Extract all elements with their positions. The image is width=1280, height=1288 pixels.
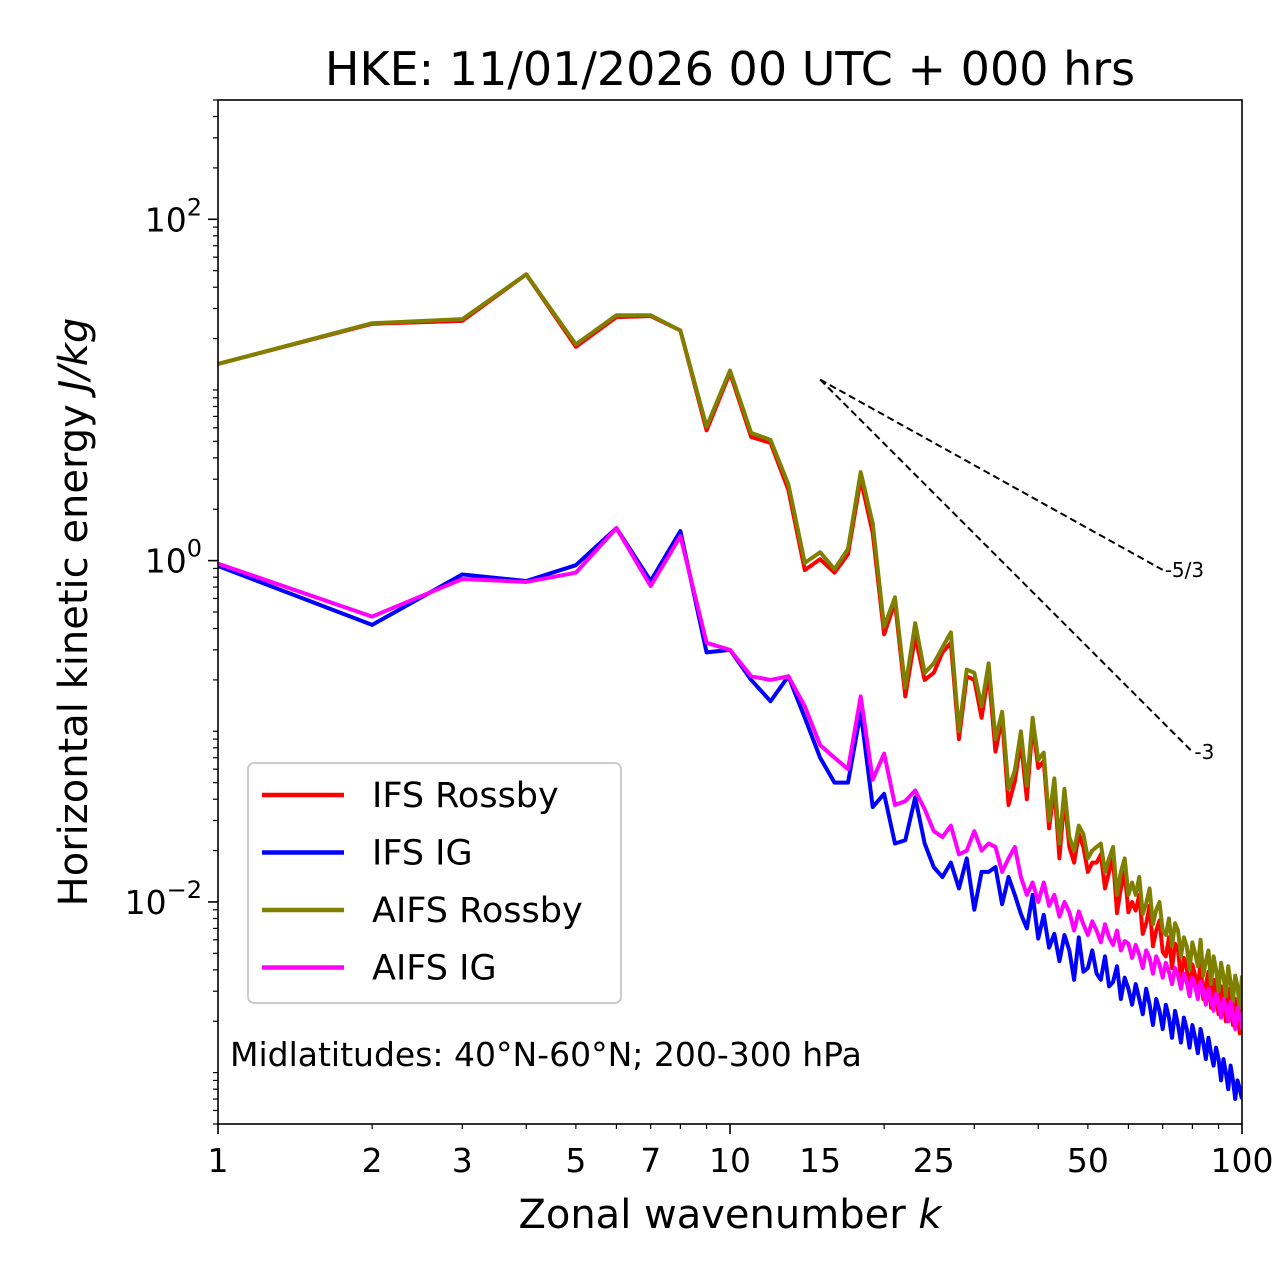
- series-line-aifs-rossby: [218, 272, 1242, 1010]
- series-line-aifs-ig: [218, 526, 1242, 1032]
- legend-label-aifs-ig: AIFS IG: [372, 949, 497, 989]
- legend-label-ifs-ig: IFS IG: [372, 834, 473, 874]
- legend-label-ifs-rossby: IFS Rossby: [372, 776, 559, 816]
- y-axis: 102 100 10−2: [125, 99, 218, 1125]
- x-tick-label: 2: [362, 1141, 383, 1180]
- y-tick-label: 102: [145, 193, 202, 239]
- reference-line-label-0: -5/3: [1165, 558, 1204, 582]
- x-tick-label: 10: [709, 1141, 751, 1180]
- region-annotation: Midlatitudes: 40°N-60°N; 200-300 hPa: [230, 1035, 862, 1074]
- x-tick-label: 100: [1211, 1141, 1274, 1180]
- x-axis-label: Zonal wavenumber k: [518, 1192, 943, 1238]
- chart-title: HKE: 11/01/2026 00 UTC + 000 hrs: [325, 42, 1135, 96]
- reference-slope-lines: -5/3 -3: [819, 378, 1214, 764]
- series-lines: [218, 272, 1242, 1102]
- reference-line-label-1: -3: [1194, 740, 1214, 764]
- x-tick-label: 25: [913, 1141, 955, 1180]
- x-tick-label: 1: [208, 1141, 229, 1180]
- y-tick-label: 10−2: [125, 876, 202, 922]
- x-tick-label: 50: [1067, 1141, 1109, 1180]
- legend: IFS Rossby IFS IG AIFS Rossby AIFS IG: [247, 762, 622, 1004]
- y-axis-label: Horizontal kinetic energy J/kg: [51, 318, 97, 907]
- series-line-ifs-ig: [218, 526, 1242, 1102]
- y-tick-label: 100: [145, 535, 202, 581]
- x-tick-label: 5: [565, 1141, 586, 1180]
- x-tick-label: 15: [799, 1141, 841, 1180]
- legend-box: [247, 762, 622, 1004]
- legend-label-aifs-rossby: AIFS Rossby: [372, 891, 583, 931]
- x-tick-label: 3: [452, 1141, 473, 1180]
- x-tick-label: 7: [640, 1141, 661, 1180]
- x-axis: 1 2 3 5 7 10 15 25 50 100: [208, 1124, 1274, 1180]
